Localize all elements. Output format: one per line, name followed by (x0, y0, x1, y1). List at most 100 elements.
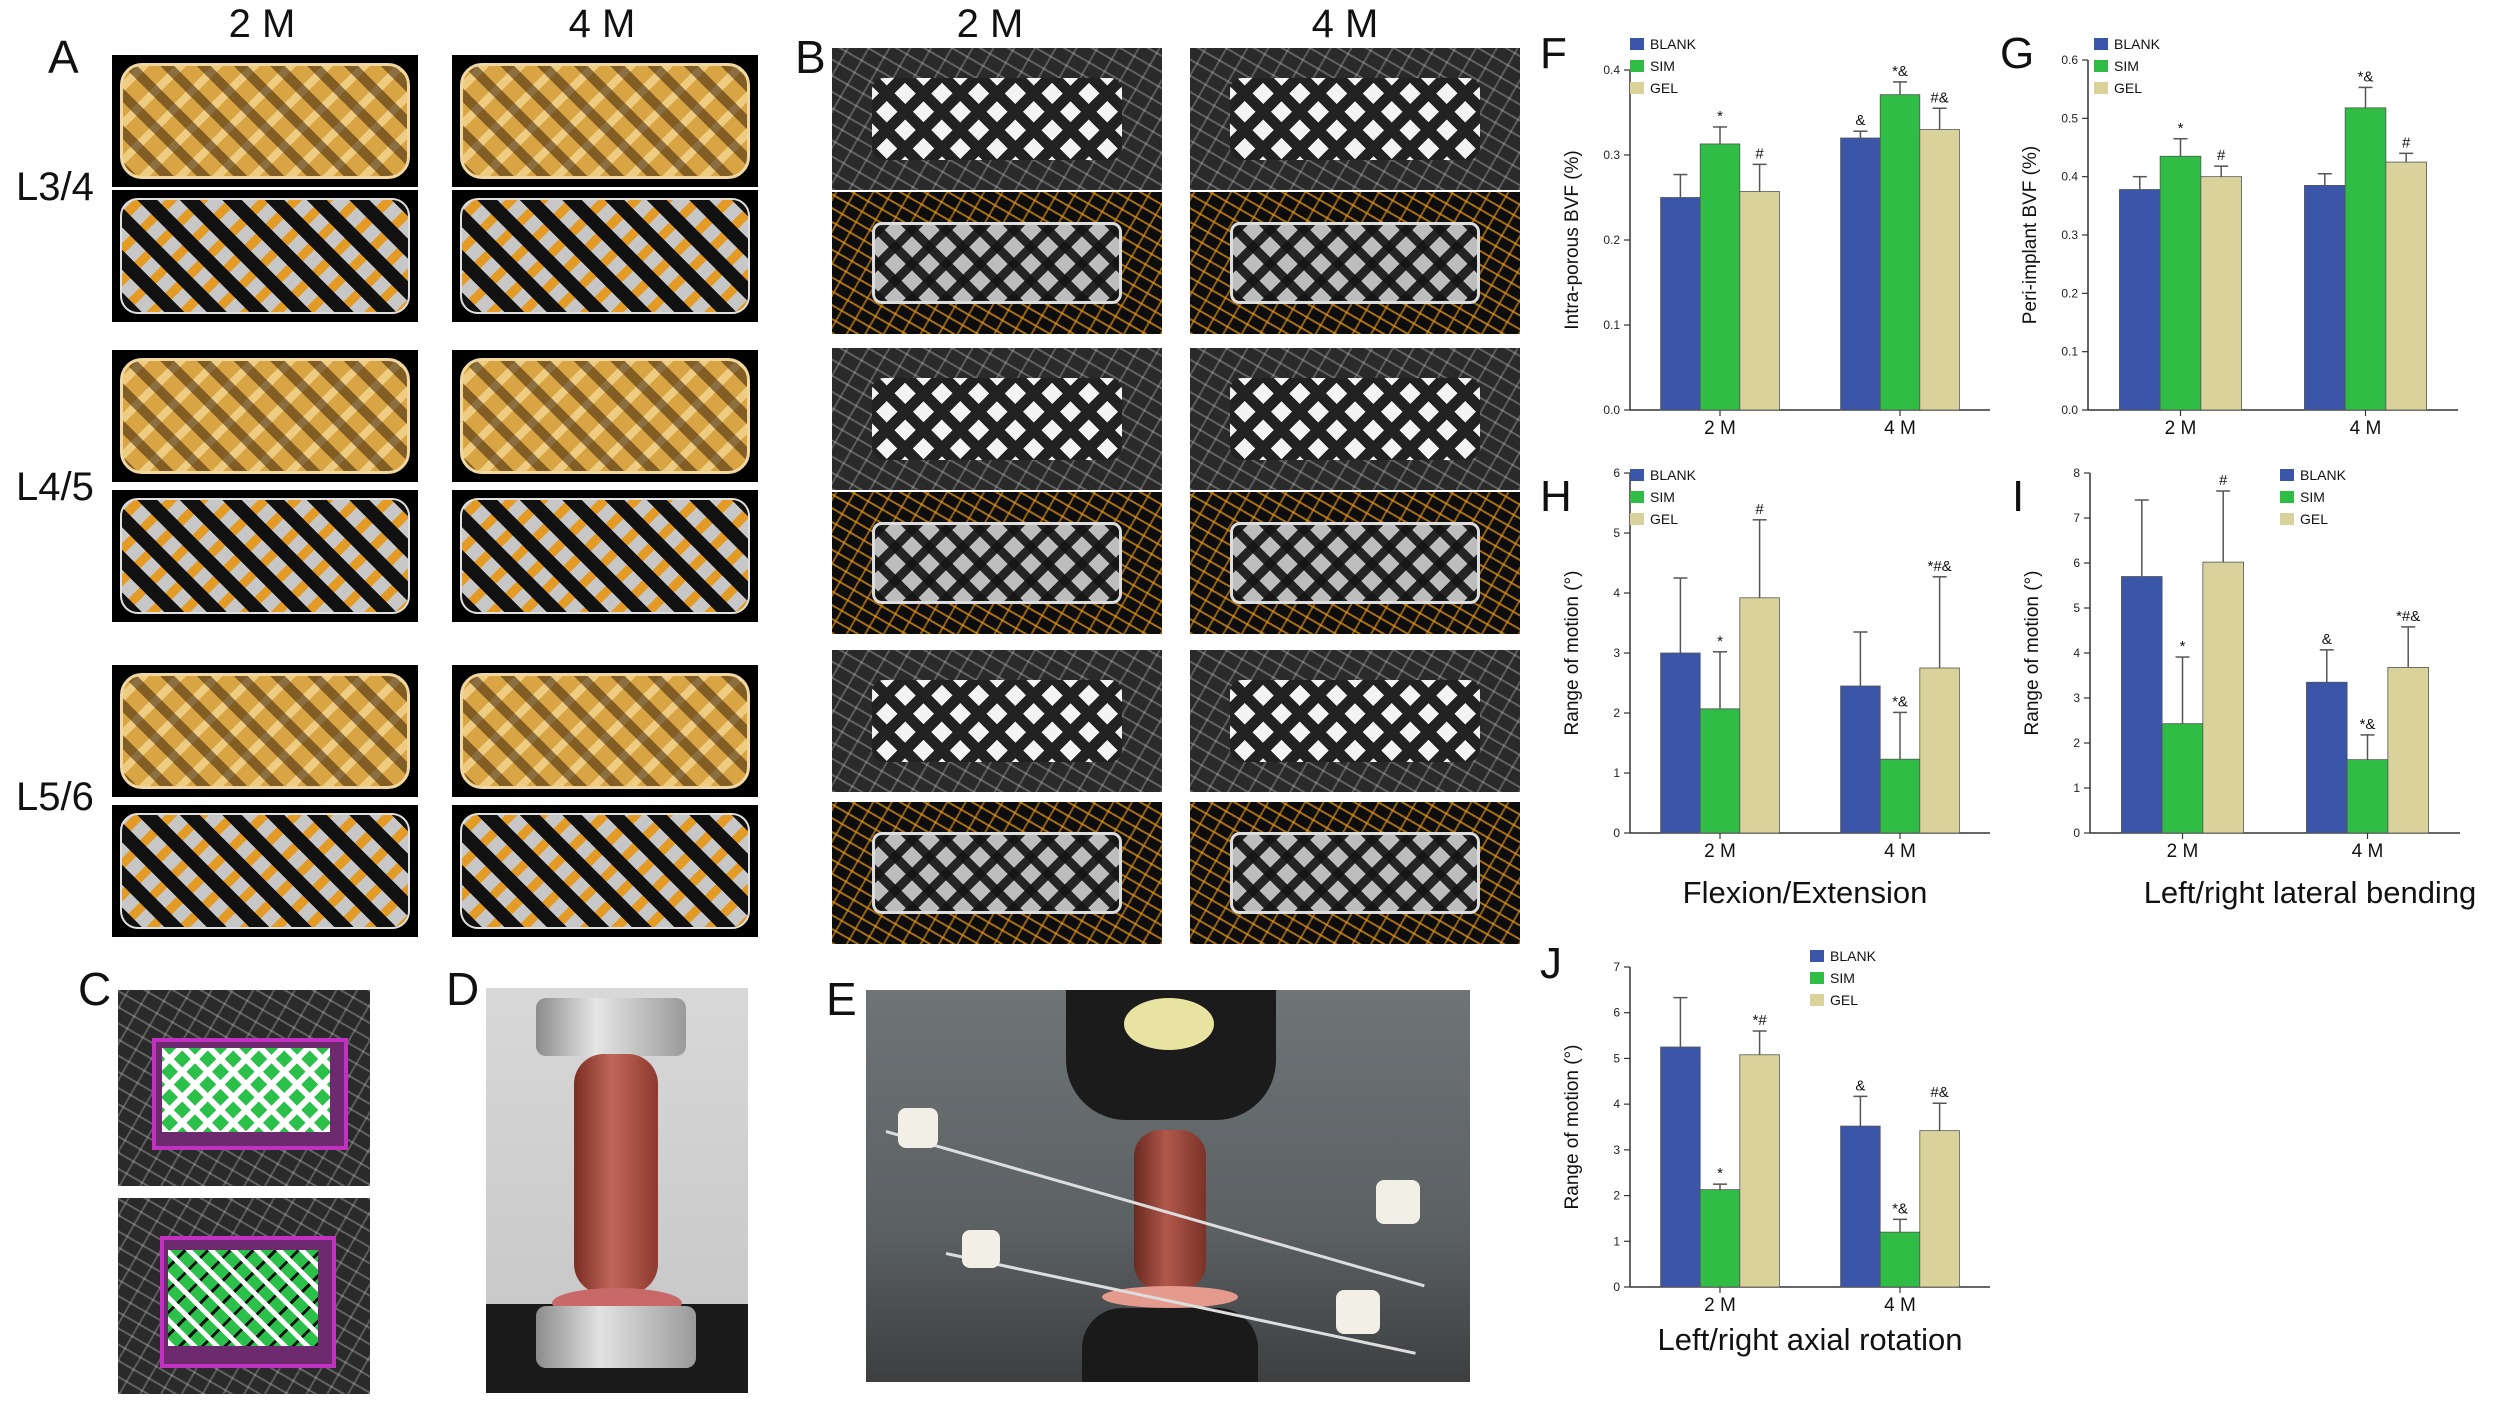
roi-image-top (118, 990, 370, 1186)
legend-swatch-sim (2280, 491, 2294, 503)
bar-sim (2346, 759, 2389, 834)
y-tick-label: 1 (2073, 781, 2080, 795)
bar-gel (2202, 561, 2244, 834)
bar-gel (1739, 191, 1780, 411)
significance-mark: & (2322, 631, 2332, 648)
y-tick-label: 0.2 (2061, 286, 2078, 300)
cage-implant (1230, 78, 1480, 160)
cage-implant (460, 63, 750, 179)
y-tick-label: 0 (1613, 826, 1620, 840)
lower-fixture (536, 1306, 696, 1368)
bar-gel (1919, 1130, 1960, 1288)
cage-implant (460, 813, 750, 929)
intra-porous-roi-bottom (168, 1250, 318, 1346)
bar-blank (2119, 189, 2161, 411)
cage-implant (872, 522, 1122, 604)
y-tick-label: 5 (1613, 1051, 1620, 1065)
panel-letter-d: D (446, 963, 480, 1015)
legend-label-gel: GEL (2114, 80, 2142, 96)
bar-sim (2344, 107, 2387, 411)
significance-mark: & (1855, 1077, 1865, 1094)
bar-gel (2387, 666, 2429, 834)
microct-tile (452, 55, 758, 187)
chart-title: Left/right lateral bending (2144, 875, 2477, 910)
y-tick-label: 0 (1613, 1280, 1620, 1294)
ct-slice-tile (832, 650, 1162, 792)
microct-tile (112, 805, 418, 937)
ct-slice-tile (1190, 802, 1520, 944)
chart-title: Left/right axial rotation (1657, 1322, 1962, 1357)
microct-tile (112, 665, 418, 797)
y-tick-label: 3 (1613, 1143, 1620, 1157)
legend-label-gel: GEL (2300, 511, 2328, 527)
significance-mark: # (2219, 472, 2228, 489)
panel-letter-g: G (2000, 29, 2034, 78)
bar-sim (1699, 1189, 1741, 1288)
bar-blank (2121, 576, 2163, 834)
bar-blank (1660, 1046, 1701, 1288)
legend-swatch-gel (2280, 513, 2294, 525)
panel-letter-i: I (2012, 472, 2024, 521)
ct-slice-tile (832, 48, 1162, 190)
x-tick-label: 4 M (1884, 1295, 1916, 1316)
bar-blank (1660, 652, 1701, 834)
y-tick-label: 0.3 (2061, 228, 2078, 242)
cage-implant (1230, 522, 1480, 604)
significance-mark: *& (1892, 1200, 1908, 1217)
panel-letter-f: F (1540, 29, 1567, 78)
bar-gel (1919, 129, 1960, 411)
x-tick-label: 4 M (1884, 841, 1916, 862)
significance-mark: #& (1930, 89, 1948, 106)
y-tick-label: 8 (2073, 466, 2080, 480)
cage-implant (872, 680, 1122, 762)
microct-tile (112, 190, 418, 322)
legend-swatch-blank (2280, 469, 2294, 481)
bar-blank (2306, 681, 2348, 834)
x-tick-label: 4 M (2350, 418, 2382, 439)
legend-swatch-blank (1810, 950, 1824, 962)
legend-label-blank: BLANK (1650, 36, 1697, 52)
legend-label-sim: SIM (2300, 489, 2325, 505)
bar-sim (1879, 758, 1921, 834)
chart-f-intra-porous-bvf: F 0.0 0.1 0.2 0.3 0.4 Intra-porous BVF (%) 2 M *… (1540, 29, 1990, 439)
legend-label-blank: BLANK (1830, 948, 1877, 964)
y-tick-label: 0.0 (1603, 403, 1620, 417)
microct-tile (452, 190, 758, 322)
significance-mark: *& (1892, 693, 1908, 710)
legend-swatch-blank (1630, 38, 1644, 50)
legend-label-sim: SIM (2114, 58, 2139, 74)
y-tick-label: 3 (1613, 646, 1620, 660)
marker-cross-2 (1376, 1180, 1420, 1224)
significance-mark: * (1717, 1165, 1723, 1182)
spine-specimen-photo (486, 988, 748, 1393)
cage-implant (460, 498, 750, 614)
y-tick-label: 0.0 (2061, 403, 2078, 417)
ct-slice-tile (1190, 348, 1520, 490)
significance-mark: *& (1892, 63, 1908, 80)
marker-cross-4 (1336, 1290, 1380, 1334)
cage-implant (120, 198, 410, 314)
legend-swatch-gel (1630, 513, 1644, 525)
cage-implant (872, 832, 1122, 914)
cage-implant (120, 358, 410, 474)
legend-label-gel: GEL (1650, 511, 1678, 527)
marker-cross-1 (898, 1108, 938, 1148)
chart-h-flexion-extension: H 0 1 2 3 4 5 6 Range of motion (°) 2 M * #4 M *& *#&… (1540, 466, 1990, 910)
cage-implant (1230, 378, 1480, 460)
bar-blank (1840, 685, 1881, 834)
significance-mark: *# (1753, 1012, 1768, 1029)
x-tick-label: 2 M (2165, 418, 2197, 439)
cage-implant (872, 222, 1122, 304)
microct-tile (112, 490, 418, 622)
significance-mark: & (1855, 112, 1865, 129)
microct-tile (452, 350, 758, 482)
significance-mark: * (1717, 108, 1723, 125)
cage-implant (1230, 680, 1480, 762)
ct-slice-tile (832, 802, 1162, 944)
y-axis-label: Range of motion (°) (2022, 571, 2043, 736)
y-tick-label: 6 (1613, 466, 1620, 480)
y-tick-label: 7 (2073, 511, 2080, 525)
column-header-4m: 4 M (568, 2, 636, 46)
legend-label-sim: SIM (1830, 970, 1855, 986)
y-tick-label: 6 (2073, 556, 2080, 570)
